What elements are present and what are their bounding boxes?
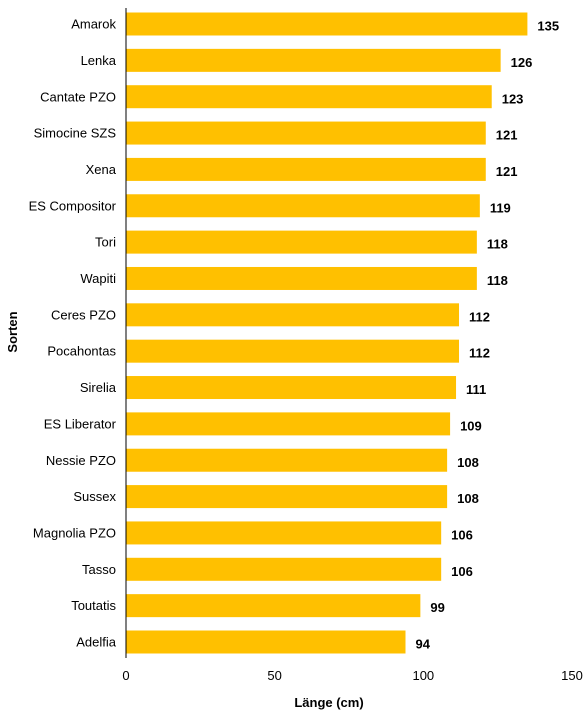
category-label: Tasso — [82, 562, 116, 577]
value-labels: 135 126 123 121 121 119 118 118 112 112 111 109 108 1… — [415, 19, 559, 652]
bar — [126, 630, 406, 654]
value-label: 106 — [451, 564, 473, 579]
value-label: 108 — [457, 491, 479, 506]
category-label: Wapiti — [80, 271, 116, 286]
bar — [126, 121, 486, 145]
bar — [126, 339, 460, 363]
value-label: 109 — [460, 418, 482, 433]
bar — [126, 85, 492, 109]
value-label: 121 — [496, 164, 518, 179]
value-label: 111 — [466, 382, 486, 397]
category-label: Nessie PZO — [46, 453, 116, 468]
bar — [126, 266, 477, 290]
bar — [126, 557, 442, 581]
x-tick-label: 100 — [412, 668, 434, 683]
value-label: 118 — [487, 273, 508, 288]
category-label: Toutatis — [71, 598, 116, 613]
x-tick-label: 50 — [267, 668, 281, 683]
value-label: 112 — [469, 346, 490, 361]
category-label: ES Compositor — [29, 198, 117, 213]
category-labels: Amarok Lenka Cantate PZO Simocine SZS Xena ES… — [29, 17, 117, 650]
bar — [126, 521, 442, 545]
value-label: 106 — [451, 527, 473, 542]
x-tick-label: 0 — [122, 668, 129, 683]
category-label: Magnolia PZO — [33, 525, 116, 540]
value-label: 119 — [490, 200, 511, 215]
x-axis-title: Länge (cm) — [294, 695, 363, 710]
bar — [126, 194, 480, 218]
value-label: 112 — [469, 309, 490, 324]
value-label: 121 — [496, 128, 518, 143]
category-label: Simocine SZS — [34, 126, 117, 141]
category-label: Xena — [86, 162, 117, 177]
bar — [126, 230, 477, 254]
bar — [126, 48, 501, 72]
value-label: 94 — [415, 637, 430, 652]
category-label: Sussex — [73, 489, 116, 504]
bar — [126, 412, 451, 436]
value-label: 135 — [537, 19, 559, 34]
bar — [126, 12, 528, 36]
value-label: 123 — [502, 91, 524, 106]
category-label: ES Liberator — [44, 416, 117, 431]
bar — [126, 157, 486, 181]
bar — [126, 376, 457, 400]
category-label: Adelfia — [76, 635, 117, 650]
x-axis-ticks: 0 50 100 150 — [122, 668, 582, 683]
bar — [126, 448, 448, 472]
value-label: 118 — [487, 237, 508, 252]
category-label: Sirelia — [80, 380, 117, 395]
bar — [126, 303, 460, 327]
category-label: Lenka — [81, 53, 117, 68]
category-label: Tori — [95, 235, 116, 250]
value-label: 126 — [511, 55, 533, 70]
x-tick-label: 150 — [561, 668, 583, 683]
category-label: Ceres PZO — [51, 307, 116, 322]
value-label: 99 — [430, 600, 444, 615]
category-label: Pocahontas — [47, 344, 116, 359]
category-label: Cantate PZO — [40, 89, 116, 104]
bar — [126, 485, 448, 509]
category-label: Amarok — [71, 17, 116, 32]
value-label: 108 — [457, 455, 479, 470]
y-axis-title: Sorten — [5, 311, 20, 352]
bar — [126, 594, 421, 618]
bars-group — [126, 12, 528, 654]
